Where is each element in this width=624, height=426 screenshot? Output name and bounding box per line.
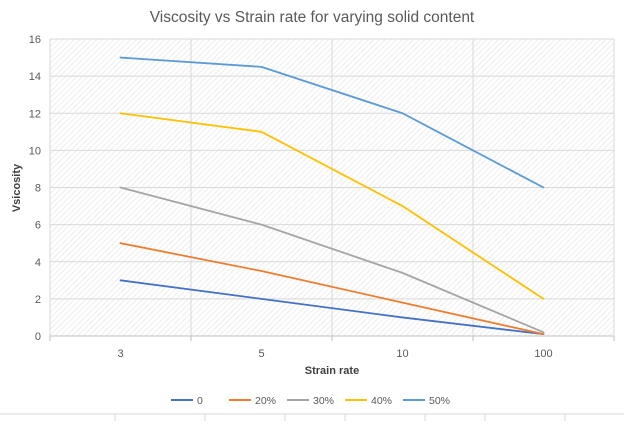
legend-label: 0 [197,395,203,407]
x-axis-title: Strain rate [305,365,359,377]
y-tick-label: 2 [35,294,41,306]
y-tick-label: 0 [35,331,41,343]
legend-label: 50% [429,395,450,407]
y-tick-label: 4 [35,257,41,269]
chart-title: Viscosity vs Strain rate for varying sol… [150,9,475,26]
y-axis-title: Vsicosity [11,163,23,212]
x-tick-label: 3 [117,348,123,360]
gridlines [49,38,615,337]
y-tick-label: 6 [35,220,41,232]
legend-label: 20% [255,395,276,407]
y-tick-label: 10 [29,145,41,157]
y-tick-label: 12 [29,108,41,120]
y-tick-label: 16 [29,34,41,46]
series-line-2 [119,186,545,334]
series-line-3 [119,112,545,300]
y-tick-label: 8 [35,183,41,195]
x-tick-label: 100 [534,348,552,360]
x-tick-label: 5 [258,348,264,360]
series-lines [119,56,545,336]
axes: 0 2 4 6 8 10 12 14 16 3 5 10 100 [29,34,615,360]
bottom-strip [0,413,624,421]
series-line-1 [119,242,545,336]
series-line-0 [119,279,545,336]
y-tick-label: 14 [29,71,41,83]
legend: 0 20% 30% 40% 50% [171,395,450,407]
series-line-4 [119,56,545,189]
legend-label: 40% [371,395,392,407]
legend-label: 30% [313,395,334,407]
x-tick-label: 10 [396,348,408,360]
